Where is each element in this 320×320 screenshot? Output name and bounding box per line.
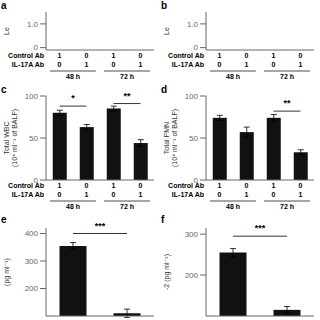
svg-text:48 h: 48 h [226,203,240,210]
svg-text:(pg ml⁻¹): (pg ml⁻¹) [8,258,11,286]
svg-text:0: 0 [245,182,249,189]
svg-text:1: 1 [112,52,116,59]
svg-text:Le: Le [8,27,10,35]
svg-text:48 h: 48 h [226,73,240,80]
svg-text:0: 0 [272,191,276,198]
svg-text:1: 1 [272,182,276,189]
svg-text:300: 300 [185,230,199,239]
svg-text:Total WBC(10⁴ ml⁻¹ of BALF): Total WBC(10⁴ ml⁻¹ of BALF) [8,109,19,167]
svg-text:1: 1 [85,61,89,68]
svg-text:1: 1 [58,182,62,189]
svg-text:**: ** [283,98,291,108]
svg-text:72 h: 72 h [120,73,134,80]
html-text:c: c [1,84,7,95]
svg-text:***: *** [95,221,106,231]
svg-text:Control Ab: Control Ab [8,182,44,189]
svg-text:1: 1 [139,61,143,68]
svg-text:1: 1 [218,182,222,189]
svg-text:**: ** [123,91,131,101]
svg-text:48 h: 48 h [66,73,80,80]
svg-text:-2 (pg ml⁻¹): -2 (pg ml⁻¹) [163,254,171,290]
svg-text:0: 0 [85,52,89,59]
svg-text:IL-17A Ab: IL-17A Ab [12,191,44,198]
svg-text:1: 1 [245,191,249,198]
svg-text:0: 0 [194,43,199,52]
svg-text:72 h: 72 h [280,203,294,210]
svg-text:100: 100 [25,92,39,101]
svg-text:1: 1 [272,52,276,59]
svg-text:50: 50 [29,134,38,143]
svg-text:0: 0 [58,61,62,68]
svg-text:100: 100 [185,92,199,101]
svg-text:400: 400 [25,229,39,238]
html-text:a: a [1,0,7,11]
svg-text:0: 0 [139,182,143,189]
svg-text:0: 0 [272,61,276,68]
svg-text:0: 0 [218,191,222,198]
svg-text:72 h: 72 h [280,73,294,80]
svg-text:1: 1 [112,182,116,189]
svg-text:1: 1 [58,52,62,59]
svg-text:0: 0 [34,43,39,52]
svg-text:Control Ab: Control Ab [168,182,204,189]
svg-text:0: 0 [299,182,303,189]
svg-text:IL-17A Ab: IL-17A Ab [172,61,204,68]
svg-text:1: 1 [299,61,303,68]
svg-text:1: 1 [299,191,303,198]
svg-text:0: 0 [194,176,199,185]
svg-text:***: *** [255,223,266,233]
svg-text:1: 1 [245,61,249,68]
svg-text:*: * [71,93,75,103]
html-text:b: b [161,0,168,11]
svg-text:200: 200 [25,284,39,293]
svg-text:0: 0 [85,182,89,189]
svg-text:1.0: 1.0 [187,20,199,29]
html-text:f: f [161,214,165,225]
svg-text:0: 0 [218,61,222,68]
svg-text:0: 0 [34,176,39,185]
svg-text:0: 0 [112,61,116,68]
svg-text:1: 1 [85,191,89,198]
svg-text:0: 0 [139,52,143,59]
svg-text:0: 0 [112,191,116,198]
svg-text:48 h: 48 h [66,203,80,210]
svg-text:Control Ab: Control Ab [168,52,204,59]
svg-text:72 h: 72 h [120,203,134,210]
svg-text:300: 300 [25,257,39,266]
html-text:d: d [161,84,168,95]
svg-text:Le: Le [163,27,170,35]
svg-text:Total PMN(10⁴ ml⁻¹ of BALF): Total PMN(10⁴ ml⁻¹ of BALF) [163,109,179,167]
svg-text:0: 0 [58,191,62,198]
svg-text:IL-17A Ab: IL-17A Ab [12,61,44,68]
svg-text:0: 0 [245,52,249,59]
svg-text:0: 0 [299,52,303,59]
svg-text:IL-17A Ab: IL-17A Ab [172,191,204,198]
svg-text:1: 1 [139,191,143,198]
svg-text:Control Ab: Control Ab [8,52,44,59]
svg-text:50: 50 [189,134,198,143]
svg-text:1.0: 1.0 [27,20,39,29]
svg-text:200: 200 [185,271,199,280]
svg-text:1: 1 [218,52,222,59]
html-text:e: e [1,214,7,225]
